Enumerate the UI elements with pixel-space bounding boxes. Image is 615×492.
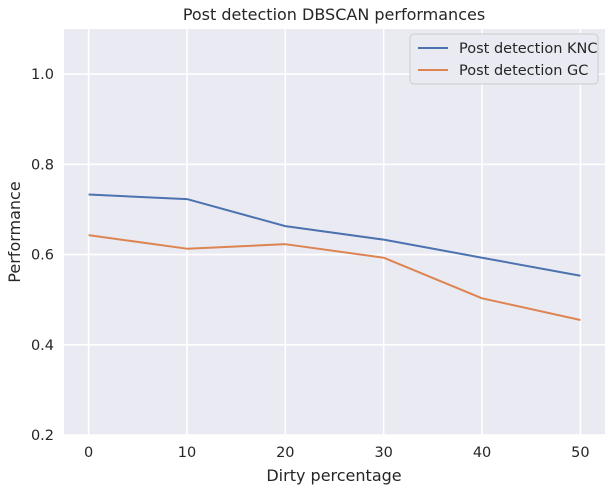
series-line-gc	[88, 234, 581, 321]
legend: Post detection KNC Post detection GC	[409, 33, 599, 85]
y-tick-label: 1.0	[31, 67, 54, 83]
x-tick-label: 0	[84, 445, 93, 461]
y-tick-label: 0.4	[31, 338, 54, 354]
x-tick-label: 40	[473, 445, 491, 461]
x-tick-label: 30	[374, 445, 392, 461]
y-tick-label: 0.6	[31, 248, 54, 264]
legend-label-knc: Post detection KNC	[459, 41, 598, 57]
x-tick-label: 50	[571, 445, 589, 461]
series-lines	[88, 193, 581, 321]
x-tick-label: 20	[276, 445, 294, 461]
legend-label-gc: Post detection GC	[459, 63, 588, 79]
y-tick-label: 0.2	[31, 428, 54, 444]
chart-title: Post detection DBSCAN performances	[183, 5, 485, 24]
x-tick-label: 10	[178, 445, 196, 461]
x-tick-labels: 0 10 20 30 40 50	[84, 445, 590, 461]
series-line-knc	[88, 193, 581, 277]
y-tick-labels: 0.2 0.4 0.6 0.8 1.0	[31, 67, 54, 444]
y-axis-label: Performance	[5, 181, 24, 282]
x-axis-label: Dirty percentage	[266, 466, 401, 485]
legend-box	[409, 33, 599, 85]
y-tick-label: 0.8	[31, 157, 54, 173]
